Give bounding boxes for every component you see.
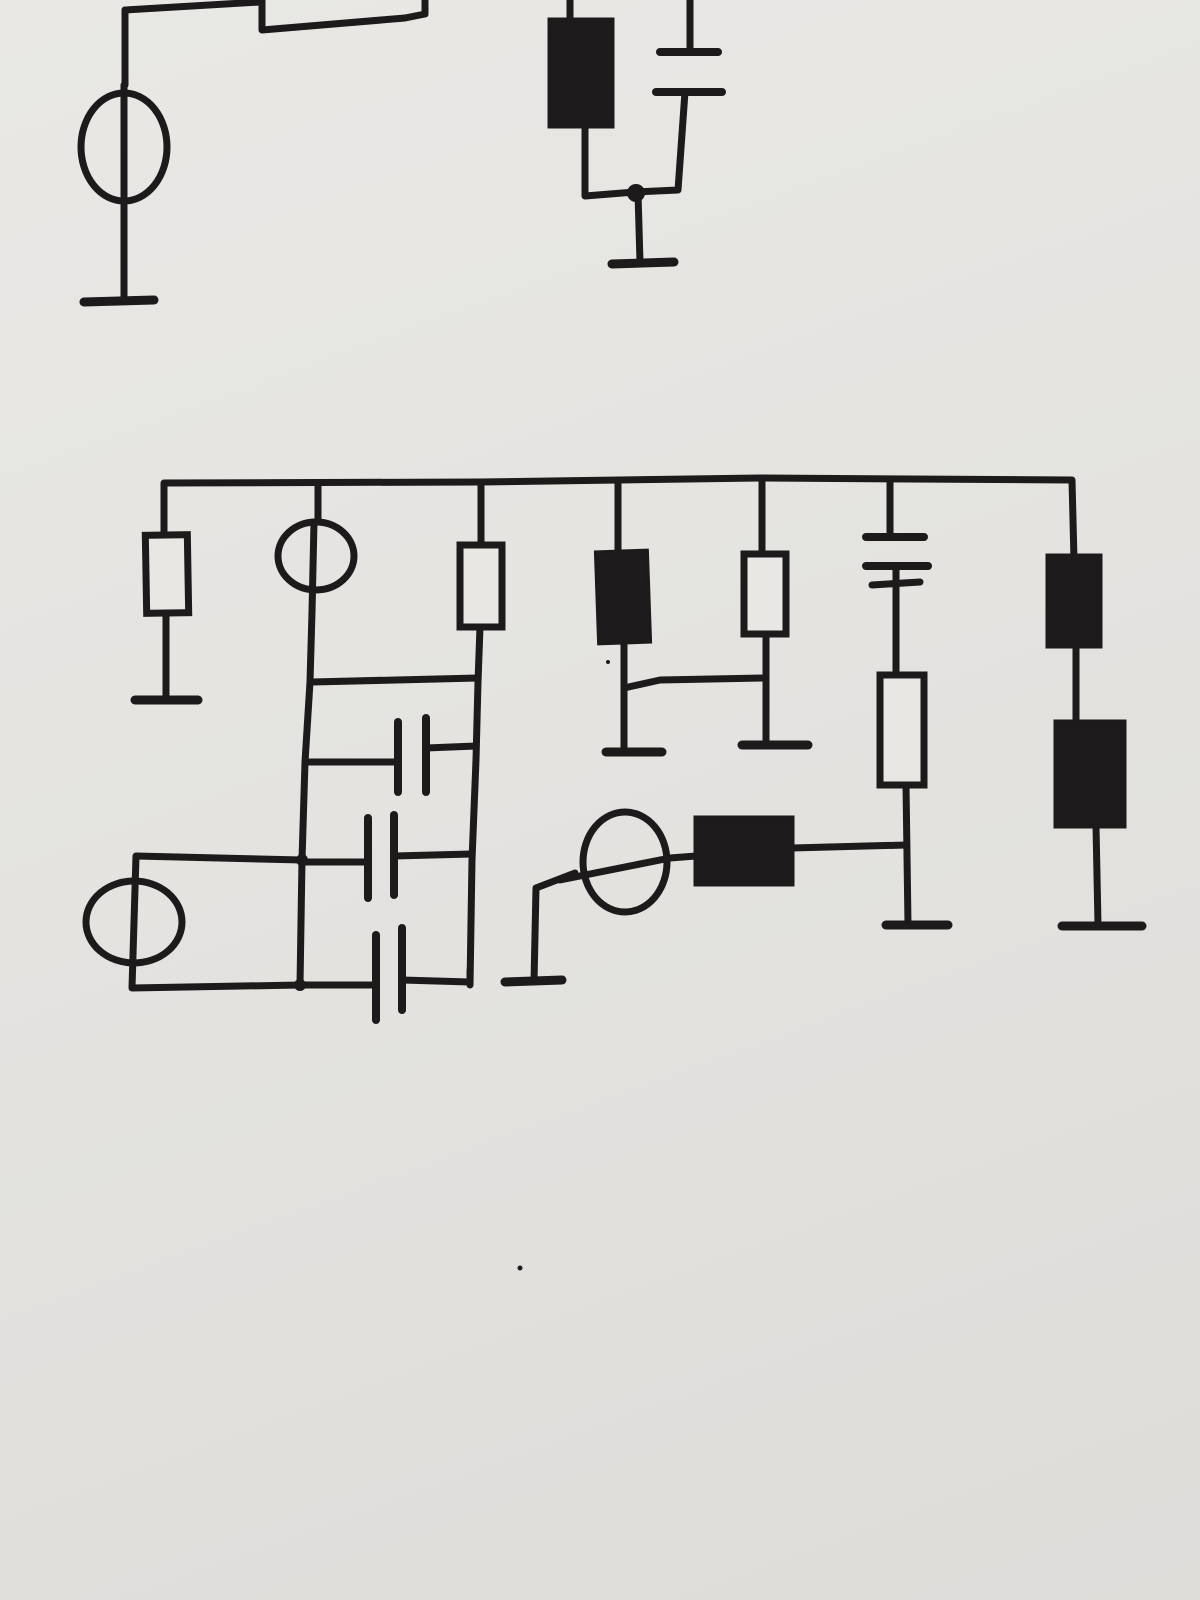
stray-mark xyxy=(517,1265,523,1271)
wire xyxy=(121,0,264,14)
wire xyxy=(308,674,482,686)
junction-dot xyxy=(296,854,308,866)
junction-dot xyxy=(294,979,306,991)
stray-mark xyxy=(606,660,610,664)
filled-resistor xyxy=(1045,553,1103,649)
ground-symbol xyxy=(607,257,679,269)
wire xyxy=(530,869,579,986)
open-resistor xyxy=(740,550,790,638)
ground-symbol xyxy=(500,975,567,987)
wire xyxy=(902,781,912,929)
scribble-mark xyxy=(868,578,924,589)
filled-resistor xyxy=(593,548,653,646)
wire xyxy=(398,966,474,986)
filled-resistor xyxy=(1053,719,1127,829)
wire xyxy=(422,742,480,752)
wire xyxy=(128,852,306,992)
top-middle-fragment xyxy=(547,0,726,269)
wire xyxy=(634,189,644,266)
wire xyxy=(258,0,429,34)
wire xyxy=(788,841,910,852)
open-resistor xyxy=(456,541,506,631)
wire xyxy=(308,518,318,616)
wire xyxy=(620,674,768,692)
filled-resistor xyxy=(547,17,615,129)
open-resistor xyxy=(876,671,928,789)
source-symbol xyxy=(82,877,186,967)
top-left-fragment xyxy=(77,0,429,307)
filled-resistor xyxy=(693,815,795,887)
ground-symbol xyxy=(79,295,159,307)
wire xyxy=(390,850,476,860)
open-resistor xyxy=(141,531,193,617)
left-rail-wire xyxy=(296,608,316,989)
wire xyxy=(1092,822,1102,929)
wire xyxy=(556,852,700,884)
right-rail-wire xyxy=(466,623,484,989)
main-circuit xyxy=(82,474,1147,1024)
